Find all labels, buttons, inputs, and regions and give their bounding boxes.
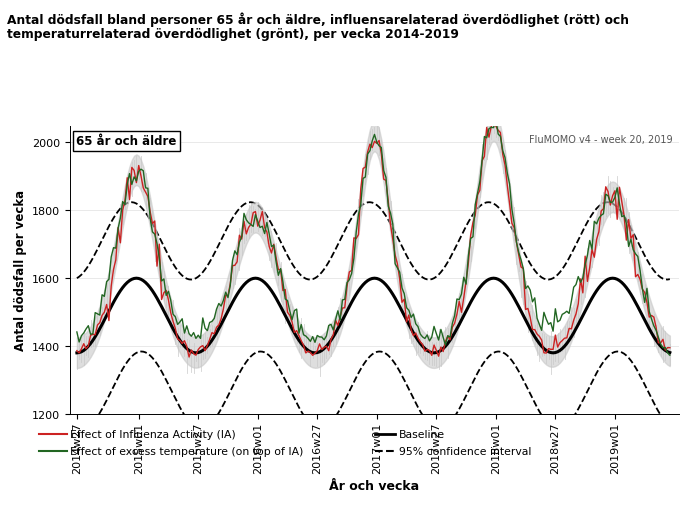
Text: 65 år och äldre: 65 år och äldre — [76, 135, 176, 148]
Y-axis label: Antal dödsfall per vecka: Antal dödsfall per vecka — [13, 190, 27, 350]
Text: FluMOMO v4 - week 20, 2019: FluMOMO v4 - week 20, 2019 — [529, 135, 673, 145]
Text: Effect of excess temperature (on top of IA): Effect of excess temperature (on top of … — [70, 446, 303, 456]
Text: Antal dödsfall bland personer 65 år och äldre, influensarelaterad överdödlighet : Antal dödsfall bland personer 65 år och … — [7, 13, 629, 27]
Text: 95% confidence interval: 95% confidence interval — [399, 446, 531, 456]
Text: temperaturrelaterad överdödlighet (grönt), per vecka 2014-2019: temperaturrelaterad överdödlighet (grönt… — [7, 28, 459, 41]
X-axis label: År och vecka: År och vecka — [330, 479, 419, 492]
Text: Baseline: Baseline — [399, 429, 445, 439]
Text: Effect of Influenza Activity (IA): Effect of Influenza Activity (IA) — [70, 429, 236, 439]
